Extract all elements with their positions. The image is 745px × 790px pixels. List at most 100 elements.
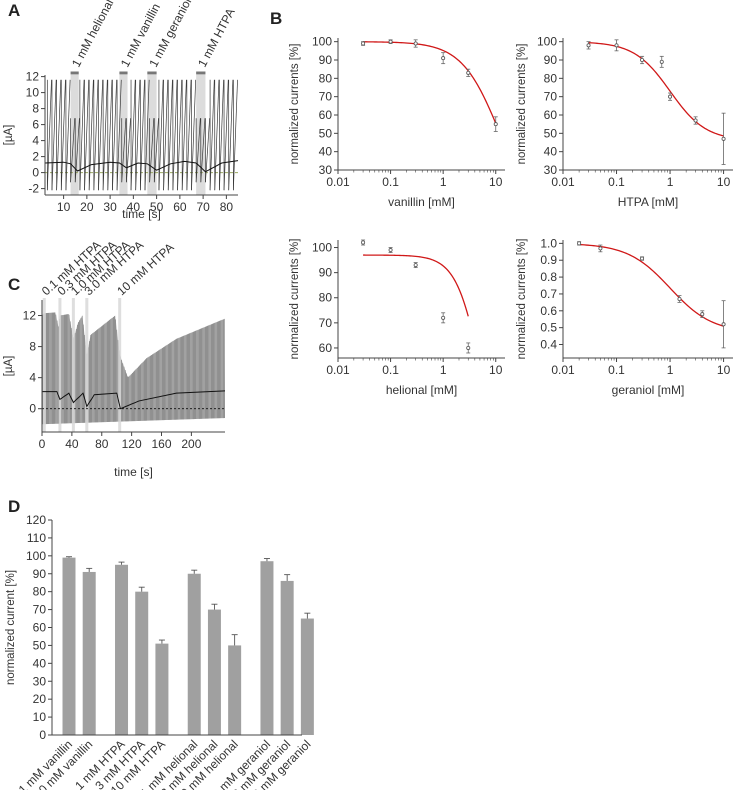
data-point — [598, 246, 603, 251]
panel-a-x-tick-label: 40 — [127, 200, 141, 214]
current-sweep — [177, 79, 183, 191]
b3-y-tick-label: 90 — [319, 266, 333, 280]
b3-y-tick-label: 60 — [319, 341, 333, 355]
panel-a-y-tick-label: 10 — [26, 86, 40, 100]
b2-y-tick-label: 70 — [544, 90, 558, 104]
current-sweep — [74, 118, 80, 183]
b1-y-tick-label: 70 — [319, 90, 333, 104]
current-sweep — [186, 79, 192, 191]
current-sweep — [130, 79, 136, 191]
b1-y-tick-label: 100 — [312, 35, 332, 49]
bar — [135, 591, 149, 735]
b3-x-tick-label: 1 — [440, 363, 447, 377]
panel-c-x-tick-label: 160 — [151, 437, 171, 451]
data-point — [413, 41, 418, 46]
current-sweep — [153, 118, 159, 183]
panel-a-y-tick-label: 4 — [32, 134, 39, 148]
current-sweep — [126, 118, 131, 183]
b4-y-tick-label: 0.8 — [540, 270, 557, 284]
panel-c-y-tick-label: 0 — [29, 402, 36, 416]
stimulus-shade — [119, 75, 128, 195]
panel-d-y-tick-label: 0 — [39, 728, 46, 742]
current-sweep — [158, 79, 164, 191]
panel-d-y-label: normalized current [%] — [5, 570, 17, 685]
panel-a-x-tick-label: 10 — [57, 200, 71, 214]
current-sweep — [149, 118, 155, 183]
b1-x-tick-label: 10 — [489, 175, 503, 189]
b1-y-tick-label: 90 — [319, 53, 333, 67]
b4-x-tick-label: 10 — [717, 363, 731, 377]
b1-y-tick-label: 30 — [319, 163, 333, 177]
data-point — [466, 70, 471, 75]
panel-d-y-tick-label: 100 — [26, 549, 46, 563]
current-sweep — [195, 118, 201, 183]
data-point — [388, 39, 393, 44]
data-point — [413, 263, 418, 268]
b1-fit-curve — [363, 41, 497, 124]
data-point — [721, 322, 726, 327]
data-point — [466, 345, 471, 350]
b2-y-tick-label: 40 — [544, 145, 558, 159]
panel-a-x-tick-label: 70 — [196, 200, 210, 214]
b4-y-tick-label: 0.6 — [540, 304, 557, 318]
data-point — [614, 43, 619, 48]
b3-y-tick-label: 100 — [312, 241, 332, 255]
data-point — [659, 59, 664, 64]
b4-x-label: geraniol [mM] — [612, 383, 685, 397]
b2-y-tick-label: 50 — [544, 126, 558, 140]
panel-a-x-tick-label: 60 — [173, 200, 187, 214]
current-sweep — [112, 79, 117, 191]
current-sweep — [232, 79, 238, 191]
application-marker — [42, 298, 46, 432]
b4-x-tick-label: 0.1 — [608, 363, 625, 377]
b3-y-tick-label: 80 — [319, 291, 333, 305]
b2-y-tick-label: 80 — [544, 71, 558, 85]
b2-x-tick-label: 0.01 — [551, 175, 575, 189]
bar — [62, 557, 76, 735]
current-sweep — [84, 79, 90, 191]
b2-y-tick-label: 30 — [544, 163, 558, 177]
b4-y-tick-label: 0.7 — [540, 287, 557, 301]
current-sweep — [121, 118, 127, 183]
current-sweep — [181, 79, 187, 191]
data-point — [441, 315, 446, 320]
b2-y-tick-label: 60 — [544, 108, 558, 122]
bar — [82, 571, 96, 735]
current-sweep — [144, 79, 150, 191]
stimulus-shade — [70, 75, 79, 195]
mean-current-line — [44, 160, 239, 173]
b1-x-tick-label: 0.1 — [382, 175, 399, 189]
panel-b-vanillin-chart: vanillin [mM] normalized currents [%] 30 40… — [289, 35, 505, 209]
data-point — [668, 94, 673, 99]
b3-x-label: helional [mM] — [386, 383, 457, 397]
panel-d-y-tick-label: 20 — [33, 692, 47, 706]
b2-y-tick-label: 100 — [537, 35, 557, 49]
stimulus-label: 1 mM HTPA — [195, 6, 238, 69]
panel-c-y-label: [µA] — [3, 356, 15, 377]
current-sweep — [46, 79, 52, 191]
panel-a-y-tick-label: 6 — [32, 118, 39, 132]
current-sweep — [102, 79, 108, 191]
b3-x-tick-label: 10 — [489, 363, 503, 377]
data-point — [577, 241, 582, 246]
panel-a-y-tick-label: 2 — [32, 150, 39, 164]
current-sweep — [51, 79, 57, 191]
b3-x-tick-label: 0.01 — [326, 363, 350, 377]
b1-y-tick-label: 50 — [319, 126, 333, 140]
current-sweep — [214, 79, 220, 191]
b2-y-tick-label: 90 — [544, 53, 558, 67]
data-point — [361, 41, 366, 46]
panel-a-x-tick-label: 20 — [80, 200, 94, 214]
panel-d-y-tick-label: 30 — [33, 674, 47, 688]
b2-y-label: normalized currents [%] — [516, 44, 528, 165]
b1-x-tick-label: 0.01 — [326, 175, 350, 189]
current-sweep — [200, 118, 206, 183]
panel-b-helional-chart: helional [mM] normalized currents [%] 60 70… — [289, 239, 505, 397]
data-point — [677, 296, 682, 301]
panel-d-y-tick-label: 40 — [33, 656, 47, 670]
data-point — [693, 118, 698, 123]
panel-d-y-tick-label: 120 — [26, 513, 46, 527]
b1-y-tick-label: 80 — [319, 71, 333, 85]
b1-x-label: vanillin [mM] — [388, 195, 455, 209]
